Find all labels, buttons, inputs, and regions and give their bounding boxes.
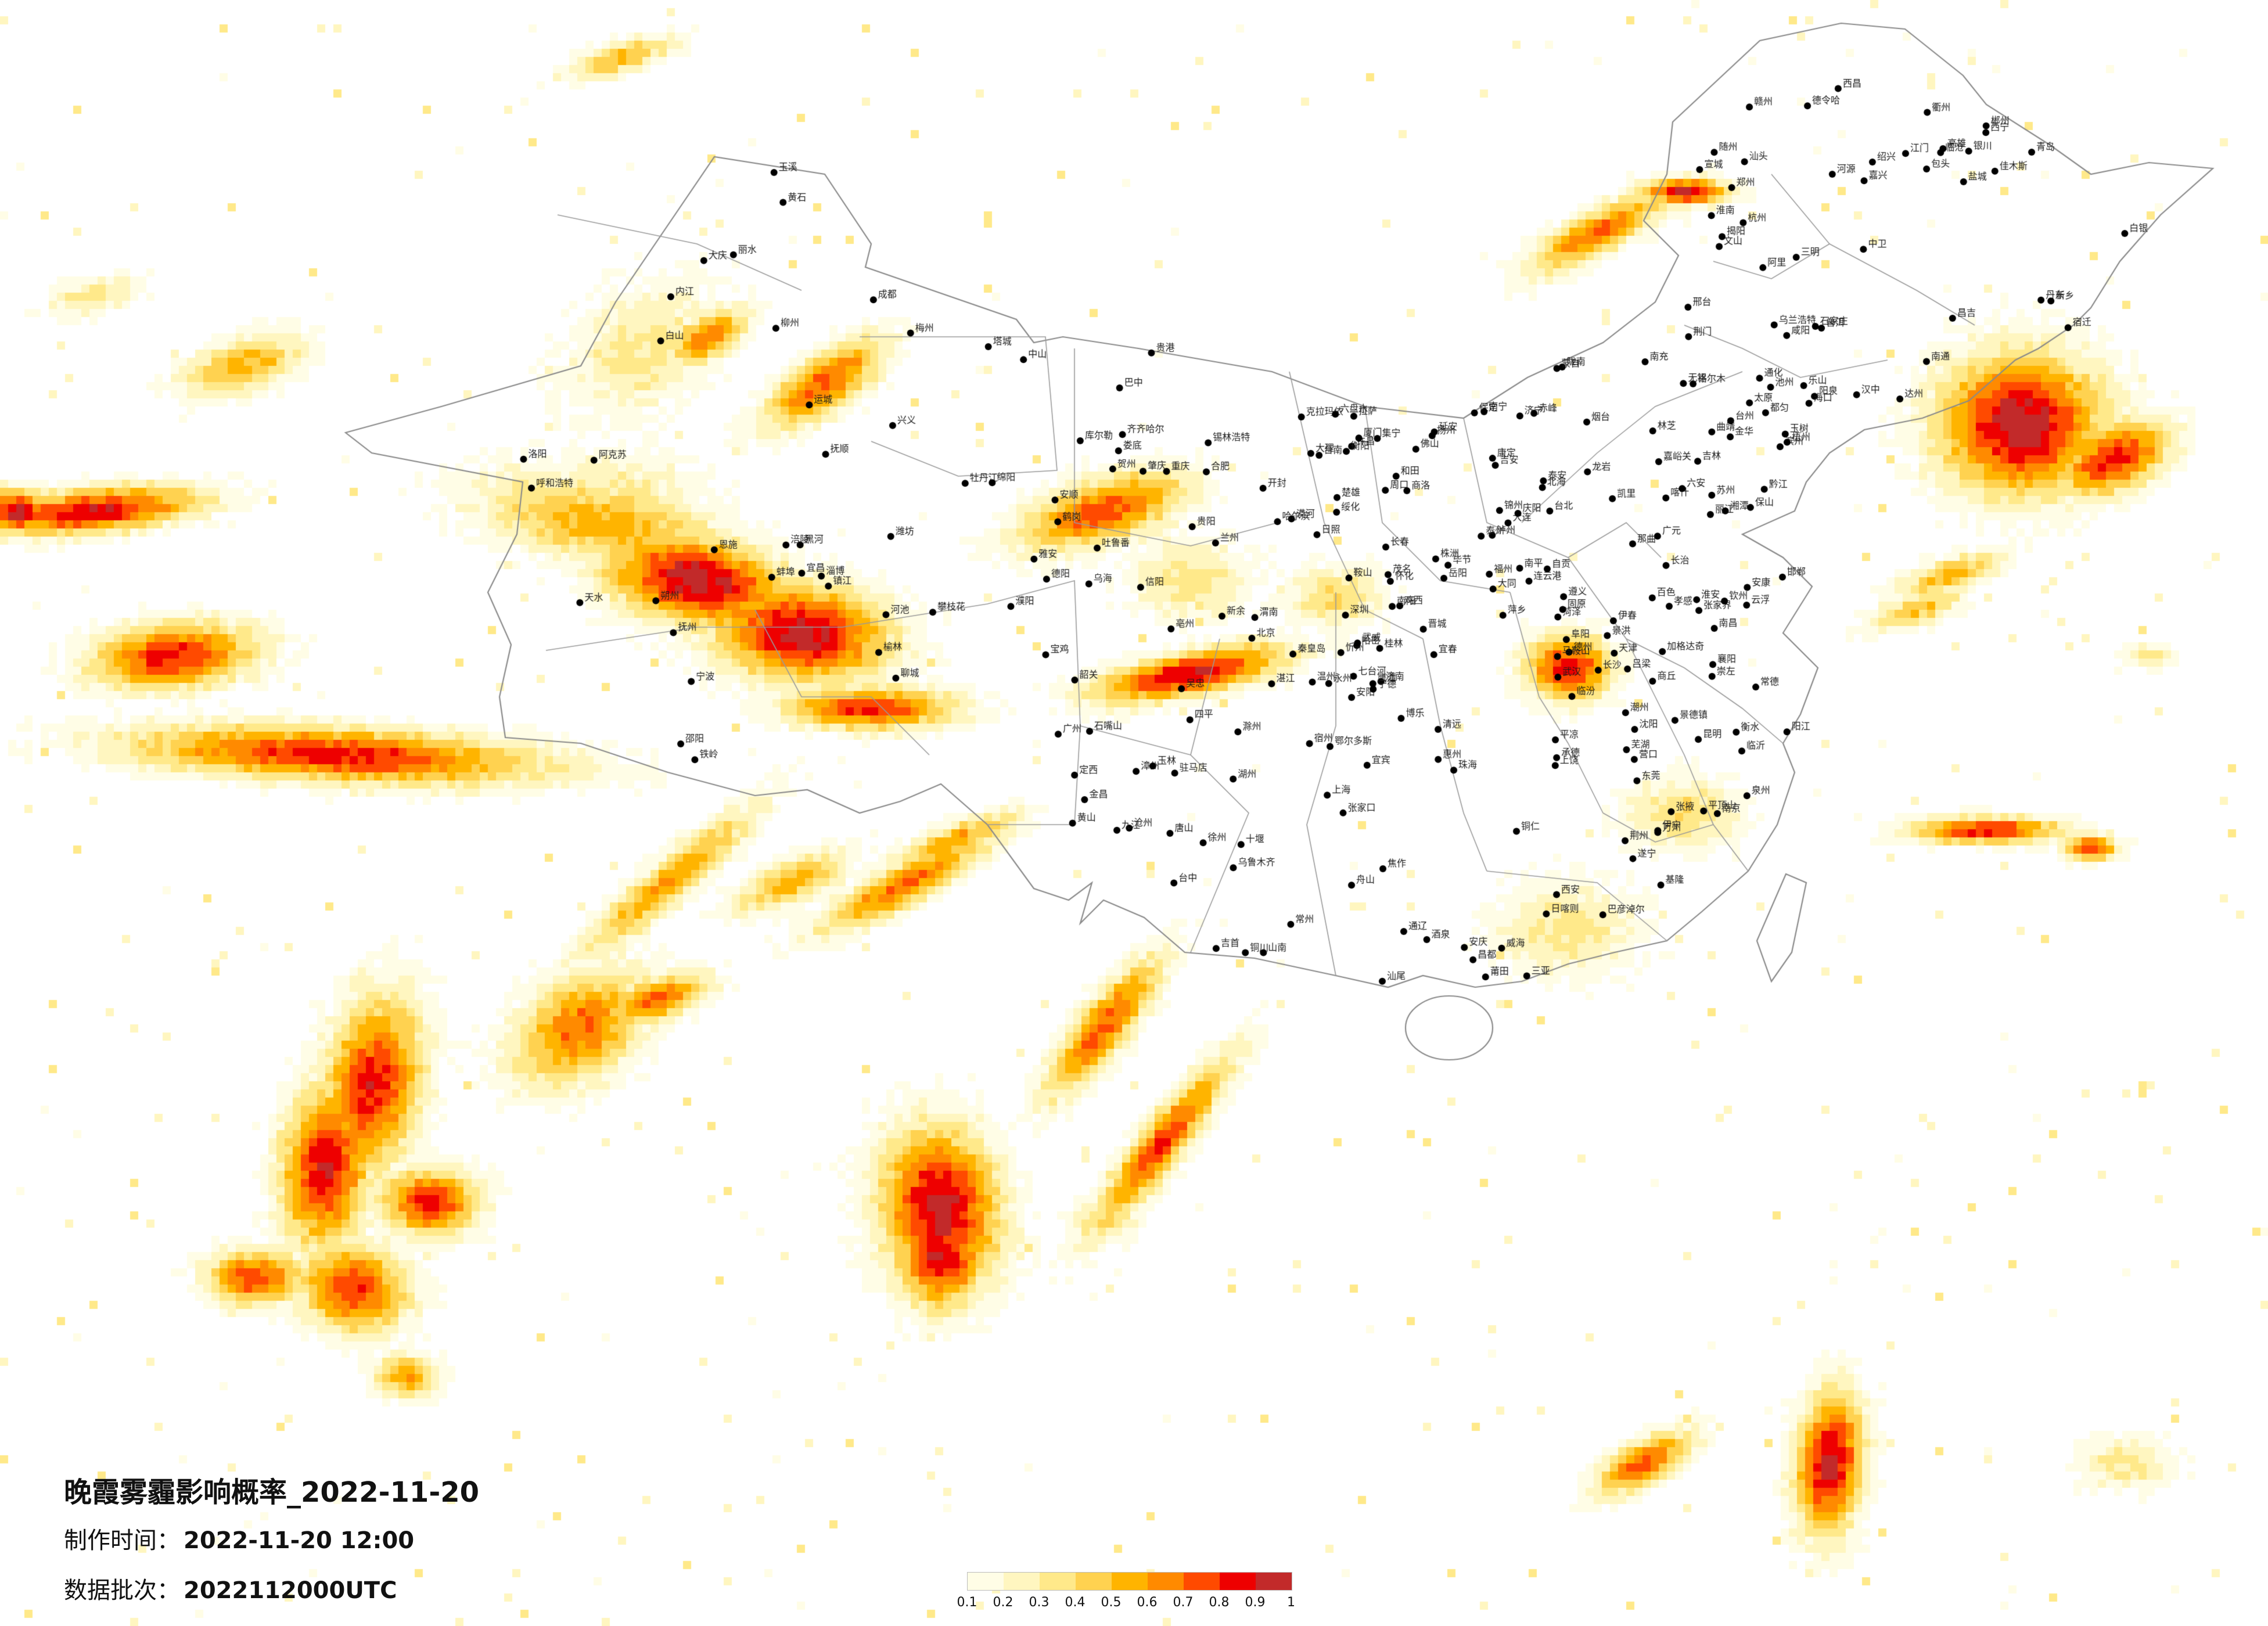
legend-tick-label: 0.6 bbox=[1137, 1595, 1158, 1610]
info-block: 晚霞雾霾影响概率_2022-11-20 制作时间： 2022-11-20 12:0… bbox=[64, 1469, 479, 1621]
legend-swatch bbox=[1076, 1573, 1112, 1590]
legend-swatch bbox=[1004, 1573, 1040, 1590]
legend-tick-label: 0.8 bbox=[1209, 1595, 1230, 1610]
legend-tick-label: 0.1 bbox=[957, 1595, 977, 1610]
legend-swatch bbox=[1220, 1573, 1256, 1590]
made-time-value: 2022-11-20 12:00 bbox=[184, 1527, 415, 1554]
made-time: 制作时间： 2022-11-20 12:00 bbox=[64, 1521, 479, 1555]
legend-swatch bbox=[968, 1573, 1004, 1590]
legend-tick-label: 0.3 bbox=[1029, 1595, 1049, 1610]
legend-ticks: 0.1 0.2 0.3 0.4 0.5 0.6 0.7 0.8 0.9 1 bbox=[957, 1595, 1296, 1615]
made-time-label: 制作时间： bbox=[64, 1527, 180, 1554]
legend-tick-label: 1 bbox=[1287, 1595, 1295, 1610]
legend-swatch bbox=[1040, 1573, 1076, 1590]
legend-swatch bbox=[1184, 1573, 1220, 1590]
data-batch-value: 2022112000UTC bbox=[184, 1577, 397, 1604]
legend-tick-label: 0.7 bbox=[1173, 1595, 1194, 1610]
data-batch: 数据批次： 2022112000UTC bbox=[64, 1571, 479, 1605]
legend-bar bbox=[967, 1572, 1292, 1591]
legend-swatch bbox=[1148, 1573, 1184, 1590]
legend-swatch bbox=[1256, 1573, 1292, 1590]
map-title: 晚霞雾霾影响概率_2022-11-20 bbox=[64, 1476, 480, 1509]
legend-swatch bbox=[1112, 1573, 1148, 1590]
legend-tick-label: 0.2 bbox=[993, 1595, 1013, 1610]
legend-tick-label: 0.9 bbox=[1245, 1595, 1266, 1610]
legend-tick-label: 0.4 bbox=[1065, 1595, 1086, 1610]
color-legend: 0.1 0.2 0.3 0.4 0.5 0.6 0.7 0.8 0.9 1 bbox=[957, 1572, 1296, 1615]
legend-tick-label: 0.5 bbox=[1101, 1595, 1122, 1610]
data-batch-label: 数据批次： bbox=[64, 1577, 180, 1604]
